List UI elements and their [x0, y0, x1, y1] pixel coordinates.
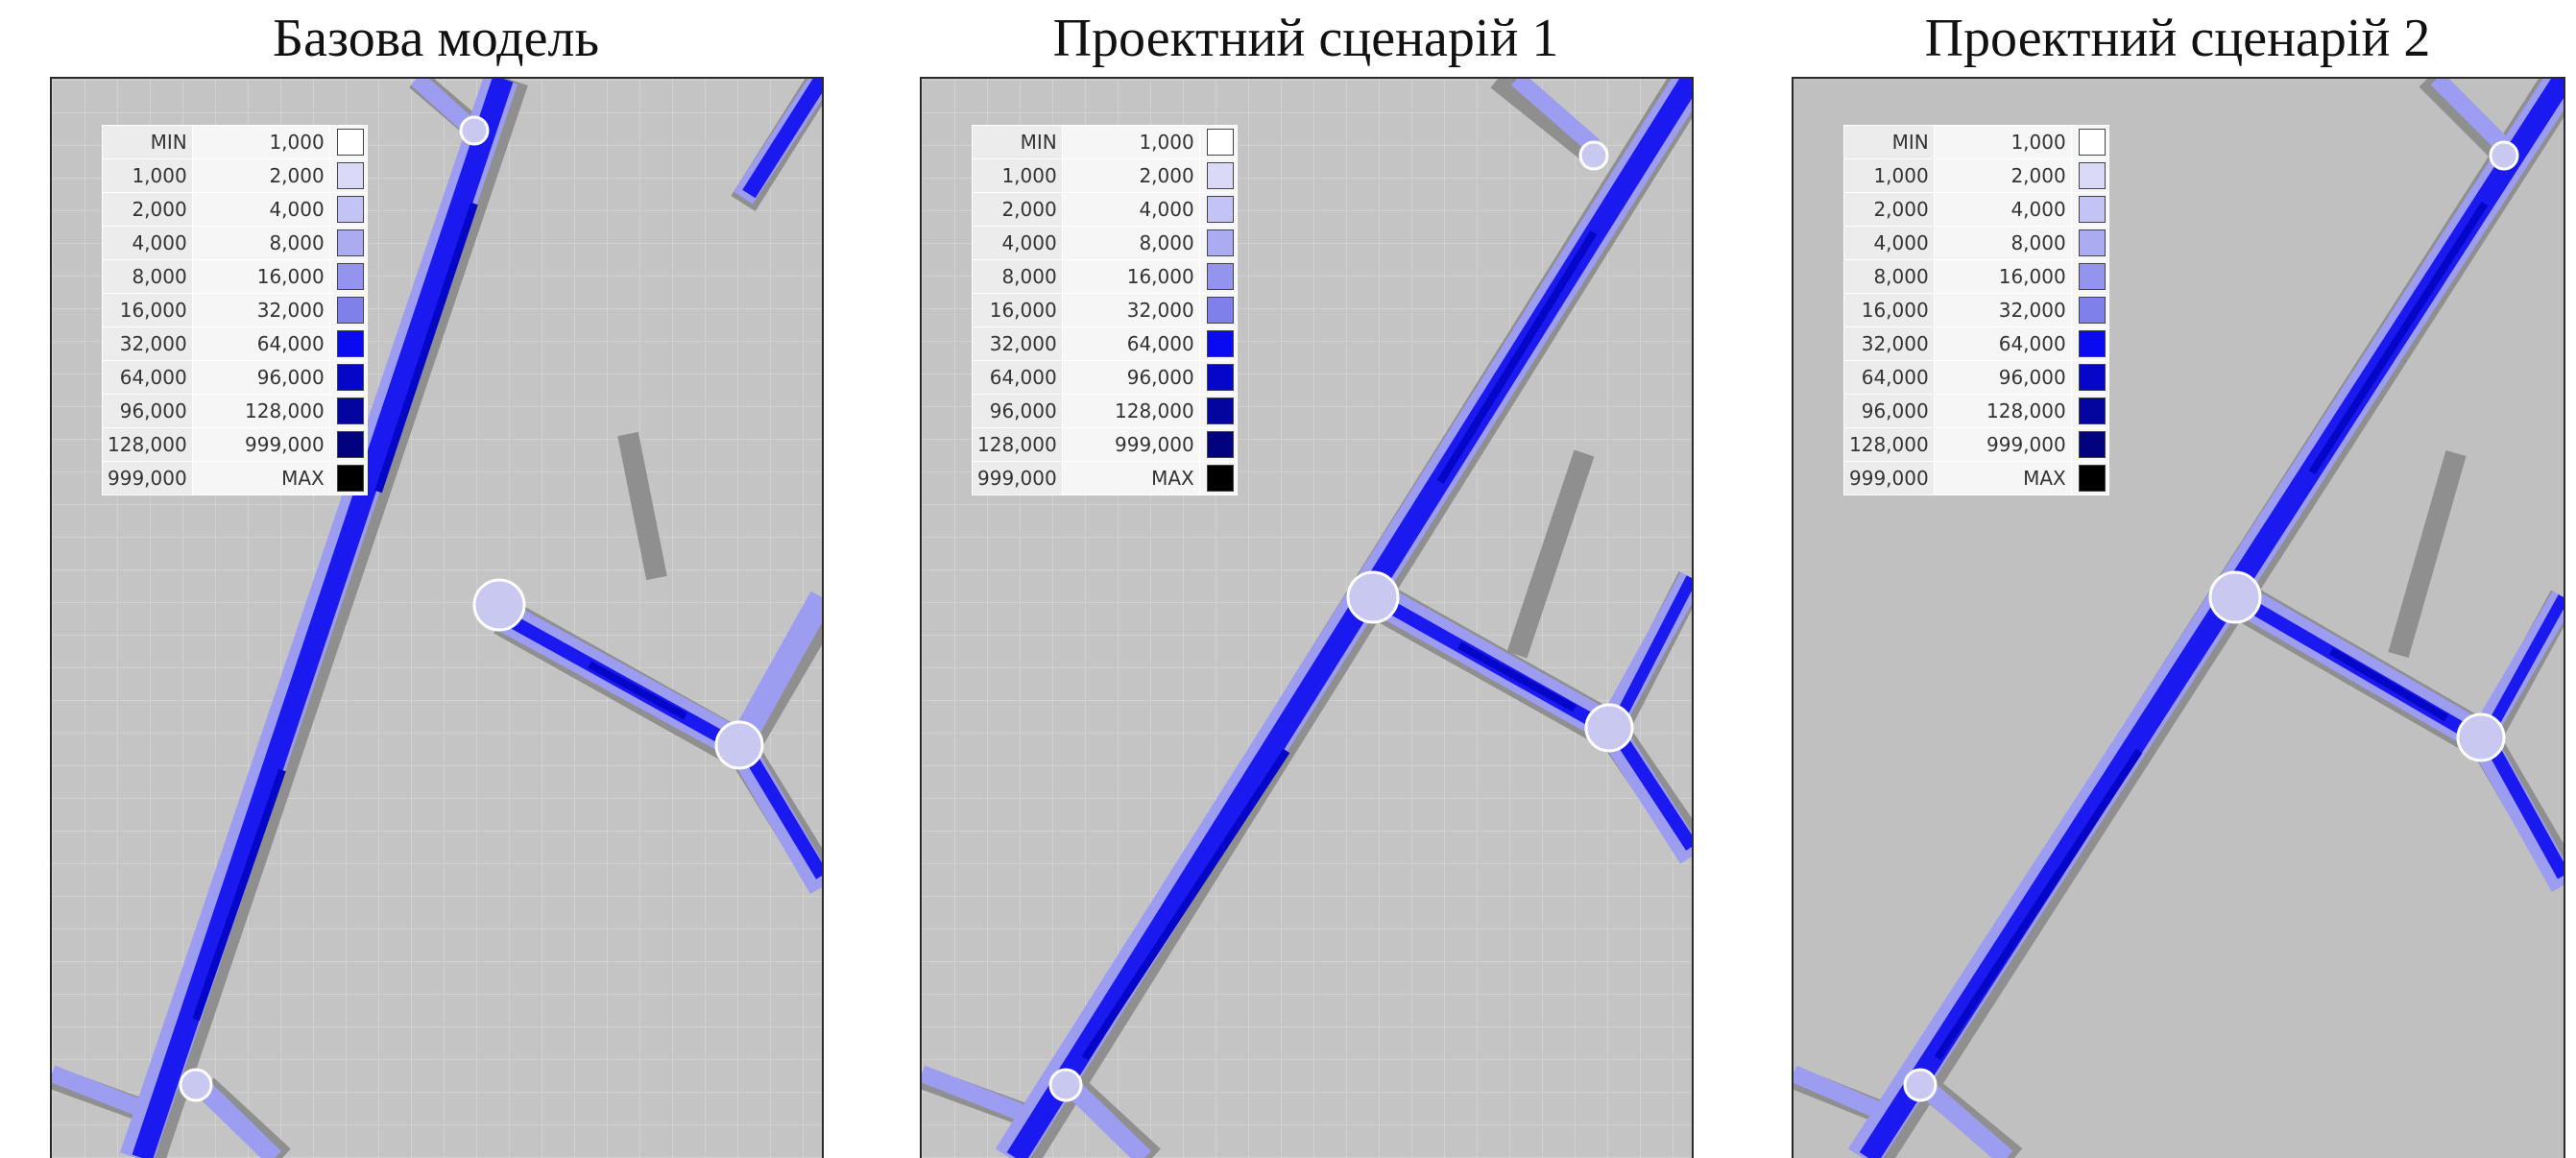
legend-swatch — [1206, 263, 1234, 290]
legend-swatch — [2078, 297, 2106, 324]
legend-row: 128,000 999,000 — [102, 427, 368, 462]
traffic-dark — [1081, 229, 1598, 1061]
legend-swatch — [2078, 398, 2106, 424]
legend-swatch — [336, 398, 364, 424]
legend-swatch — [1206, 465, 1234, 492]
legend-swatch — [1206, 398, 1234, 424]
legend-swatch — [336, 465, 364, 492]
legend-row: 1,000 2,000 — [972, 158, 1238, 193]
legend-row: 16,000 32,000 — [102, 293, 368, 327]
legend-swatch — [2078, 162, 2106, 189]
legend-swatch — [336, 330, 364, 357]
legend-swatch — [336, 297, 364, 324]
legend-swatch — [336, 162, 364, 189]
legend-row: 16,000 32,000 — [972, 293, 1238, 327]
flow-legend: MIN 1,000 1,000 2,000 2,000 4,000 4,000 8,00… — [1843, 125, 2109, 495]
legend-swatch — [336, 263, 364, 290]
legend-row: 96,000 128,000 — [1843, 394, 2109, 428]
legend-row: MIN 1,000 — [972, 125, 1238, 159]
legend-swatch — [1206, 229, 1234, 256]
legend-swatch — [2078, 196, 2106, 223]
legend-swatch — [1206, 196, 1234, 223]
legend-swatch — [1206, 431, 1234, 458]
legend-row: MIN 1,000 — [102, 125, 368, 159]
legend-swatch — [336, 196, 364, 223]
intersections — [179, 115, 764, 1102]
legend-row: 128,000 999,000 — [972, 427, 1238, 462]
intersections — [1048, 140, 1634, 1102]
legend-row: 16,000 32,000 — [1843, 293, 2109, 327]
legend-swatch — [2078, 330, 2106, 357]
traffic-heavy — [132, 79, 822, 1158]
legend-row: 32,000 64,000 — [102, 326, 368, 361]
panel-title: Базова модель — [272, 9, 600, 68]
legend-swatch — [2078, 263, 2106, 290]
road-network-map — [922, 79, 1692, 1158]
legend-swatch — [1206, 162, 1234, 189]
legend-row: 2,000 4,000 — [1843, 192, 2109, 227]
legend-row: 64,000 96,000 — [972, 360, 1238, 395]
legend-row: 4,000 8,000 — [972, 226, 1238, 260]
legend-swatch — [336, 129, 364, 156]
flow-legend: MIN 1,000 1,000 2,000 2,000 4,000 4,000 8,00… — [102, 125, 368, 495]
legend-swatch — [1206, 364, 1234, 391]
legend-row: 64,000 96,000 — [1843, 360, 2109, 395]
legend-swatch — [2078, 465, 2106, 492]
legend-swatch — [2078, 229, 2106, 256]
legend-swatch — [336, 431, 364, 458]
legend-row: 96,000 128,000 — [102, 394, 368, 428]
intersections — [1903, 140, 2519, 1102]
legend-row: 2,000 4,000 — [102, 192, 368, 227]
legend-swatch — [2078, 129, 2106, 156]
panel-title: Проектний сценарій 2 — [1924, 9, 2431, 68]
map-view[interactable]: MIN 1,000 1,000 2,000 2,000 4,000 4,000 8,00… — [50, 77, 824, 1158]
legend-row: 64,000 96,000 — [102, 360, 368, 395]
legend-row: 999,000 MAX — [1843, 461, 2109, 495]
legend-row: MIN 1,000 — [1843, 125, 2109, 159]
traffic-dark — [1934, 201, 2489, 1061]
panel-scenario-2: Проектний сценарій 2 — [1792, 0, 2565, 1158]
legend-row: 8,000 16,000 — [102, 259, 368, 294]
panel-scenario-1: Проектний сценарій 1 — [920, 0, 1694, 1158]
legend-row: 4,000 8,000 — [102, 226, 368, 260]
map-view[interactable]: MIN 1,000 1,000 2,000 2,000 4,000 4,000 8,00… — [1792, 77, 2565, 1158]
legend-swatch — [1206, 297, 1234, 324]
legend-row: 8,000 16,000 — [1843, 259, 2109, 294]
legend-row: 32,000 64,000 — [972, 326, 1238, 361]
legend-swatch — [1206, 330, 1234, 357]
legend-swatch — [2078, 431, 2106, 458]
map-view[interactable]: MIN 1,000 1,000 2,000 2,000 4,000 4,000 8,00… — [920, 77, 1694, 1158]
traffic-dark — [192, 202, 687, 1022]
road-network-map — [52, 79, 822, 1158]
legend-swatch — [336, 364, 364, 391]
legend-swatch — [2078, 364, 2106, 391]
legend-swatch — [336, 229, 364, 256]
legend-row: 1,000 2,000 — [102, 158, 368, 193]
road-network-map — [1794, 79, 2564, 1158]
legend-row: 32,000 64,000 — [1843, 326, 2109, 361]
legend-row: 999,000 MAX — [972, 461, 1238, 495]
legend-row: 2,000 4,000 — [972, 192, 1238, 227]
legend-row: 128,000 999,000 — [1843, 427, 2109, 462]
legend-swatch — [1206, 129, 1234, 156]
legend-row: 4,000 8,000 — [1843, 226, 2109, 260]
legend-row: 8,000 16,000 — [972, 259, 1238, 294]
panel-title: Проектний сценарій 1 — [1052, 9, 1559, 68]
legend-row: 999,000 MAX — [102, 461, 368, 495]
legend-row: 96,000 128,000 — [972, 394, 1238, 428]
flow-legend: MIN 1,000 1,000 2,000 2,000 4,000 4,000 8,00… — [972, 125, 1238, 495]
panel-base-model: Базова модель — [50, 0, 824, 1158]
legend-row: 1,000 2,000 — [1843, 158, 2109, 193]
